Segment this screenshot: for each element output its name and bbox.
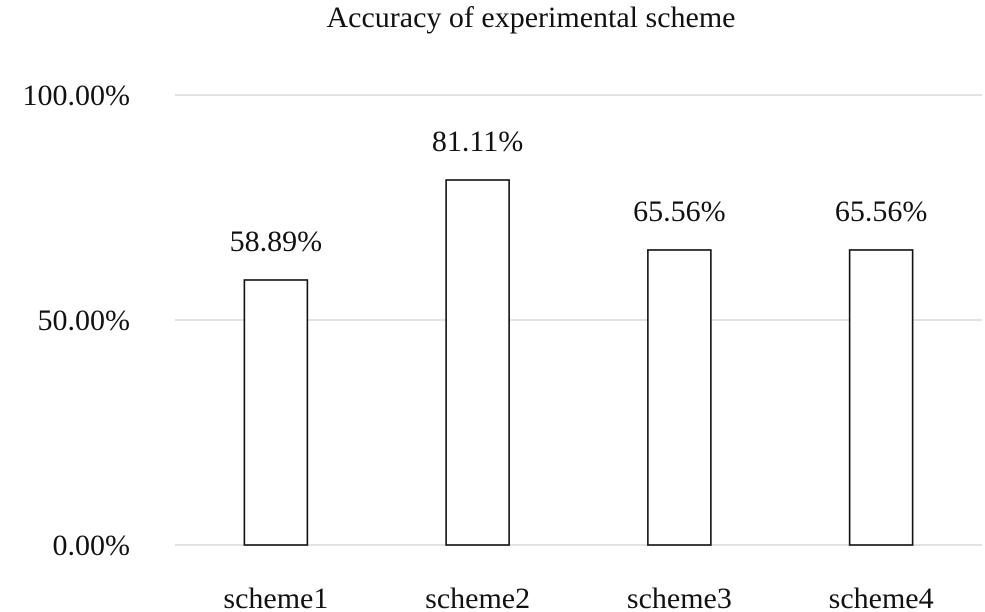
bar-value-label: 65.56%	[633, 195, 726, 228]
bar-value-label: 58.89%	[230, 225, 323, 258]
y-tick-label: 0.00%	[53, 529, 131, 562]
bar-value-label: 81.11%	[432, 125, 523, 158]
y-tick-label: 50.00%	[38, 304, 131, 337]
x-axis-category-labels: scheme1 scheme2 scheme3 scheme4	[223, 582, 933, 612]
bar	[243, 279, 309, 546]
x-category-label: scheme2	[425, 582, 530, 612]
bar-value-label: 65.56%	[835, 195, 928, 228]
bars	[243, 179, 914, 546]
bar	[445, 179, 510, 546]
gridlines	[175, 94, 982, 546]
data-labels: 58.89% 81.11% 65.56% 65.56%	[230, 125, 928, 258]
y-axis-tick-labels: 0.00% 50.00% 100.00%	[23, 79, 131, 562]
x-category-label: scheme3	[627, 582, 732, 612]
y-tick-label: 100.00%	[23, 79, 131, 112]
x-category-label: scheme1	[223, 582, 328, 612]
bar	[848, 249, 914, 546]
bar	[647, 249, 712, 546]
chart-title: Accuracy of experimental scheme	[327, 1, 736, 34]
x-category-label: scheme4	[829, 582, 934, 612]
